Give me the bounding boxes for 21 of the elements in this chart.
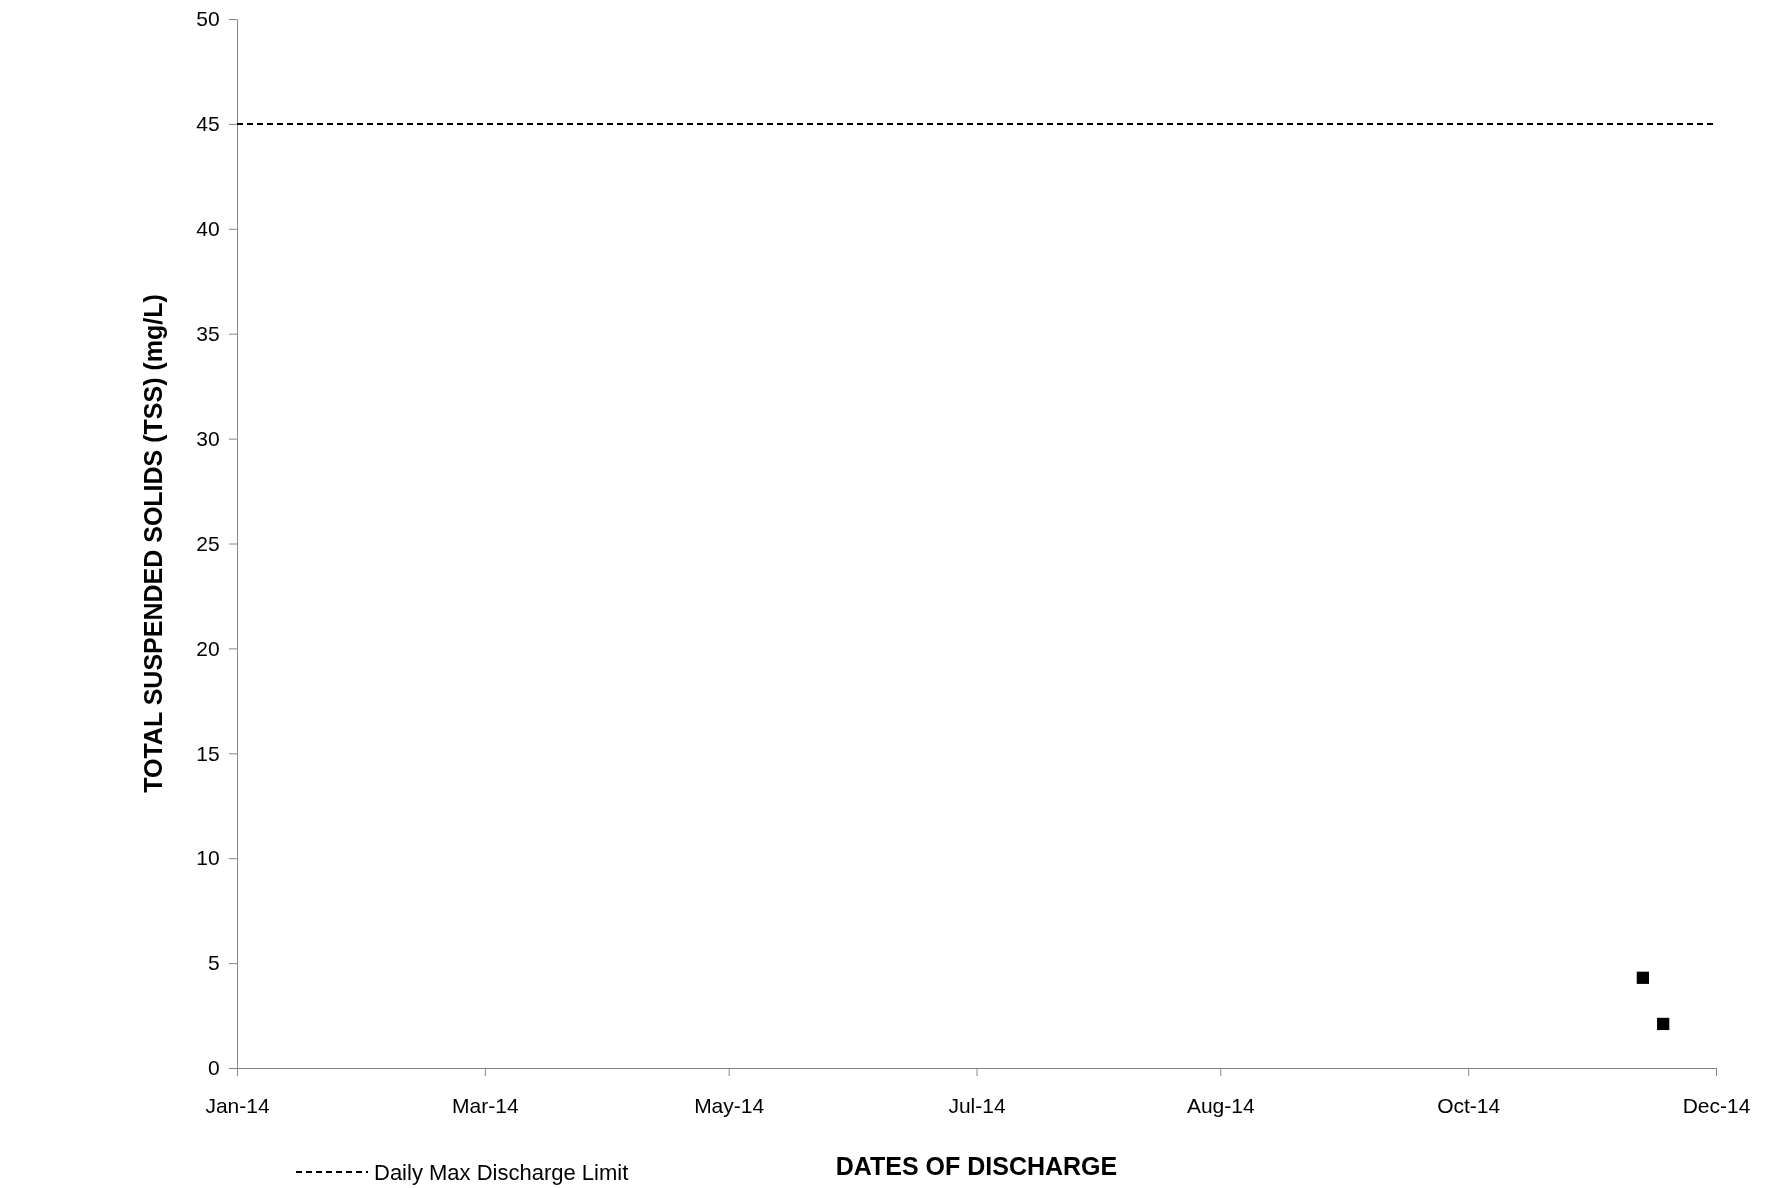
x-tick-label: Jul-14 (948, 1093, 1006, 1117)
y-tick-label: 10 (196, 846, 220, 870)
x-tick-label: May-14 (694, 1093, 765, 1117)
y-tick-label: 5 (208, 951, 220, 975)
y-tick-label: 30 (196, 426, 220, 450)
x-tick-label: Mar-14 (452, 1093, 519, 1117)
x-tick-label: Dec-14 (1682, 1093, 1751, 1117)
x-tick-label: Aug-14 (1186, 1093, 1255, 1117)
y-tick-label: 15 (196, 741, 220, 765)
y-tick-label: 40 (196, 217, 220, 241)
x-tick-label: Jan-14 (205, 1093, 270, 1117)
y-tick-label: 25 (196, 531, 220, 555)
y-tick-label: 20 (196, 636, 220, 660)
y-axis-title: TOTAL SUSPENDED SOLIDS (TSS) (mg/L) (139, 294, 167, 793)
x-axis-title: DATES OF DISCHARGE (835, 1152, 1118, 1180)
y-tick-label: 0 (208, 1056, 220, 1080)
y-tick-label: 45 (196, 112, 220, 136)
legend-label: Daily Max Discharge Limit (374, 1159, 629, 1185)
y-tick-label: 35 (196, 321, 220, 345)
x-tick-label: Oct-14 (1437, 1093, 1501, 1117)
y-tick-label: 50 (196, 7, 220, 31)
